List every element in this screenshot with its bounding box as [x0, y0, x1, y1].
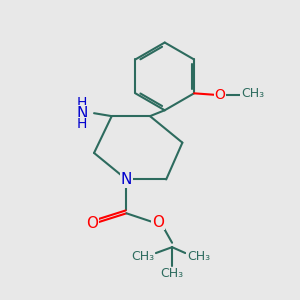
Text: O: O: [152, 214, 164, 230]
Text: CH₃: CH₃: [160, 267, 184, 280]
Text: CH₃: CH₃: [187, 250, 210, 262]
Text: H: H: [77, 117, 88, 131]
Text: CH₃: CH₃: [241, 87, 264, 100]
Text: O: O: [214, 88, 225, 102]
Text: N: N: [121, 172, 132, 187]
Text: CH₃: CH₃: [131, 250, 154, 262]
Text: N: N: [76, 106, 88, 121]
Text: O: O: [87, 216, 99, 231]
Text: H: H: [77, 96, 88, 110]
